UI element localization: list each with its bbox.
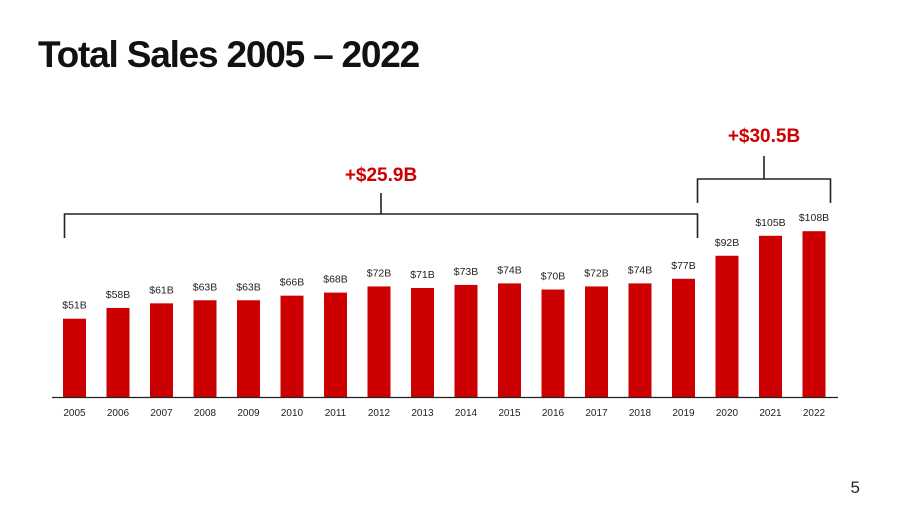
bar-2020 xyxy=(715,255,739,397)
bar-2009 xyxy=(237,300,260,397)
x-tick-label-2015: 2015 xyxy=(498,408,521,419)
bar-2017 xyxy=(585,286,608,397)
data-label-2022: $108B xyxy=(799,212,829,224)
bracket-2005-2019 xyxy=(63,193,699,238)
x-tick-label-2016: 2016 xyxy=(542,408,565,419)
data-label-2008: $63B xyxy=(193,281,218,293)
data-label-2012: $72B xyxy=(367,267,392,279)
bar-2013 xyxy=(411,287,434,397)
bar-2010 xyxy=(280,295,304,397)
data-label-2013: $71B xyxy=(410,269,435,281)
bar-2007 xyxy=(150,303,173,397)
x-tick-label-2020: 2020 xyxy=(716,408,739,419)
bar-2006 xyxy=(106,307,130,397)
data-label-2007: $61B xyxy=(149,284,174,296)
x-tick-label-2006: 2006 xyxy=(107,408,130,419)
bar-2014 xyxy=(454,284,478,397)
bar-2019 xyxy=(672,278,695,397)
data-label-2015: $74B xyxy=(497,264,522,276)
data-label-2016: $70B xyxy=(541,271,566,283)
bracket-label-2005-2019: +$25.9B xyxy=(345,165,417,186)
x-tick-label-2010: 2010 xyxy=(281,408,304,419)
page-title: Total Sales 2005 – 2022 xyxy=(38,34,420,75)
bar-2018 xyxy=(628,283,652,397)
bar-2015 xyxy=(498,283,521,397)
x-tick-label-2021: 2021 xyxy=(759,408,782,419)
x-tick-label-2012: 2012 xyxy=(368,408,391,419)
data-label-2020: $92B xyxy=(715,237,740,249)
x-tick-label-2022: 2022 xyxy=(803,408,826,419)
x-tick-label-2007: 2007 xyxy=(150,408,173,419)
x-tick-label-2013: 2013 xyxy=(411,408,434,419)
x-tick-label-2014: 2014 xyxy=(455,408,478,419)
bar-2008 xyxy=(193,300,217,397)
x-tick-label-2017: 2017 xyxy=(585,408,608,419)
data-label-2011: $68B xyxy=(323,274,348,286)
x-tick-label-2011: 2011 xyxy=(325,408,347,419)
data-label-2018: $74B xyxy=(628,264,653,276)
data-label-2019: $77B xyxy=(671,260,696,272)
data-label-2010: $66B xyxy=(280,277,305,289)
bar-2022 xyxy=(802,231,826,397)
data-label-2006: $58B xyxy=(106,289,131,301)
x-tick-label-2005: 2005 xyxy=(63,408,86,419)
bar-2005 xyxy=(63,318,86,397)
bar-2011 xyxy=(324,292,347,397)
bracket-label-2019-2022: +$30.5B xyxy=(728,126,800,147)
bar-2012 xyxy=(367,286,391,397)
data-label-2021: $105B xyxy=(755,217,785,229)
x-tick-label-2009: 2009 xyxy=(237,408,260,419)
data-label-2005: $51B xyxy=(62,300,87,312)
x-tick-label-2019: 2019 xyxy=(672,408,695,419)
page-number: 5 xyxy=(850,478,860,497)
data-label-2014: $73B xyxy=(454,266,479,278)
data-label-2009: $63B xyxy=(236,281,261,293)
bracket-2019-2022 xyxy=(696,156,832,203)
x-tick-label-2018: 2018 xyxy=(629,408,652,419)
bar-2021 xyxy=(759,235,782,397)
x-tick-label-2008: 2008 xyxy=(194,408,217,419)
data-label-2017: $72B xyxy=(584,267,609,279)
bar-2016 xyxy=(541,289,565,397)
